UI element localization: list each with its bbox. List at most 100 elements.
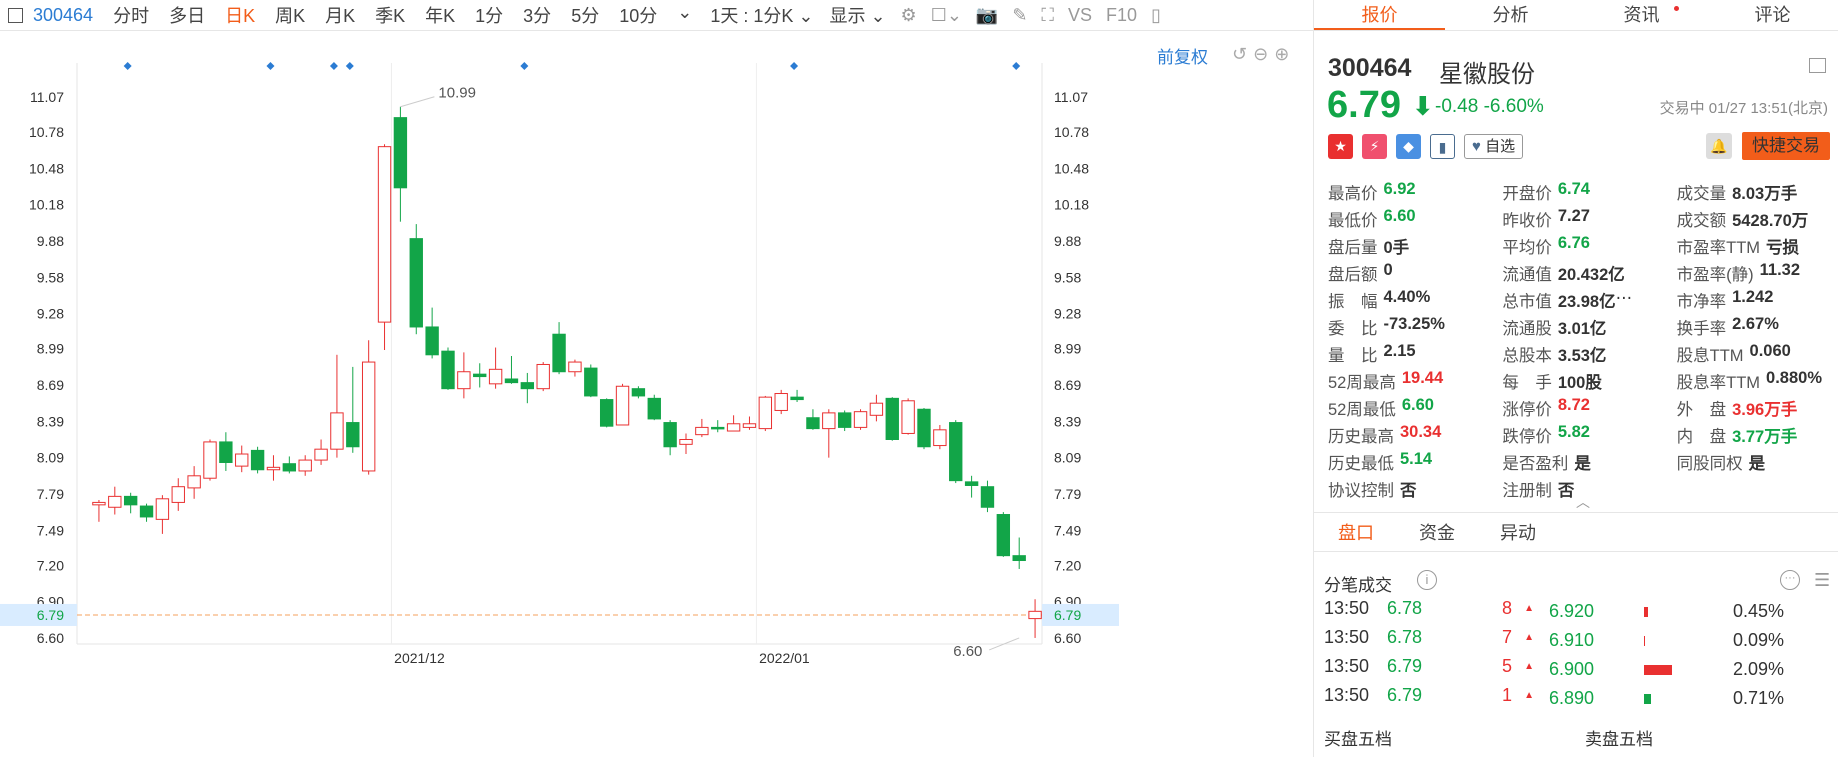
trade-row: 13:50 6.78 7 ▲ [1314,623,1544,652]
pen-icon[interactable]: ✎ [1012,4,1028,25]
quote-value: 8.03万手 [1732,184,1798,203]
vs-button[interactable]: VS [1068,4,1093,25]
menu-icon[interactable] [1809,58,1826,73]
range-select[interactable]: 1天 : 1分K ⌄ [710,6,814,26]
quote-panel: 报价 分析 资讯 评论 300464 星徽股份 6.79 ⬇ -0.48 -6.60%… [1313,0,1838,757]
tab-3[interactable]: 评论 [1707,0,1838,30]
trade-price: 6.78 [1387,598,1423,618]
restore-rights-button[interactable]: 前复权 [1157,48,1208,67]
draw-style-icon[interactable]: ☐⌄ [930,4,962,25]
period-tab[interactable]: 1分 [475,6,504,26]
trade-time: 13:50 [1324,685,1370,705]
event-marker [345,62,354,70]
display-select[interactable]: 显示 ⌄ [829,6,886,26]
depth-list: 6.920 0.45% 6.910 0.09% 6.900 2.09% 6.890 0.71% [1549,597,1834,712]
reset-icon[interactable]: ↺ [1232,44,1248,64]
tag-icon[interactable]: ◆ [1396,134,1421,159]
candle-body [869,402,884,416]
period-tab[interactable]: 年K [425,6,456,26]
quote-label: 盘后额 [1328,265,1378,284]
period-tab[interactable]: 10分 [619,6,658,26]
tab-label: 报价 [1361,5,1398,25]
price-change: -0.48 -6.60% [1435,96,1544,117]
add-watchlist-button[interactable]: ♥ 自选 [1464,134,1524,159]
tab-0[interactable]: 报价 [1314,0,1445,30]
period-tab[interactable]: 多日 [169,6,206,26]
trade-volume: 8 [1501,598,1512,618]
bookmark-icon[interactable]: ▮ [1430,134,1455,159]
candle-body [123,495,138,506]
quote-label: 总股本 [1502,346,1552,365]
y-tick-label-right: 9.58 [1054,269,1081,285]
tab-label: 评论 [1754,5,1791,25]
current-price-right: 6.79 [1054,607,1081,623]
candle-body [171,486,185,503]
up-triangle-icon: ▲ [1524,661,1534,672]
quote-cell: 内 盘 3.77万手 [1677,423,1836,447]
candle-body [393,117,408,189]
quote-label: 每 手 [1502,373,1552,392]
panel-tabs: 报价 分析 资讯 评论 [1314,0,1838,31]
tab-2[interactable]: 资讯 [1576,0,1707,30]
fullscreen-icon[interactable]: ⛶ [1041,4,1055,25]
trade-status: 交易中 01/27 13:51(北京) [1659,100,1828,117]
quote-value: 3.77万手 [1732,427,1798,446]
y-tick-label-left: 10.48 [29,160,64,176]
candle-body [108,495,122,508]
settings-icon[interactable]: ⚙ [900,4,917,25]
candle-body [1028,610,1042,620]
toolbar-stock-code[interactable]: 300464 [33,4,94,25]
f10-button[interactable]: F10 [1106,4,1138,25]
tab-1[interactable]: 分析 [1445,0,1576,30]
period-tab[interactable]: 周K [275,6,306,26]
period-tab[interactable]: 5分 [571,6,600,26]
subtab-2[interactable]: 异动 [1500,523,1536,543]
subtab-0[interactable]: 盘口 [1338,523,1374,543]
collapse-icon[interactable]: ︿ [1576,494,1590,510]
subtab-1[interactable]: 资金 [1419,523,1455,543]
period-tab[interactable]: 日K [225,6,256,26]
candle-body [679,438,693,445]
candle-body [457,371,471,390]
quote-value: 5.14 [1400,449,1433,468]
trade-price: 6.78 [1387,627,1423,647]
quick-trade-button[interactable]: 快捷交易 [1742,132,1830,160]
x-tick-label: 2021/12 [394,650,445,666]
lightning-icon[interactable]: ⚡ [1362,134,1387,159]
layout-icon[interactable]: ▯ [1151,4,1161,25]
trade-row: 13:50 6.78 8 ▲ [1314,594,1544,623]
kline-chart[interactable]: 11.07 11.07 10.78 10.78 10.48 10.48 10.18 10.18… [0,31,1313,757]
quote-cell: 市盈率TTM 亏损 [1677,234,1836,258]
candle-body [949,422,963,482]
min-leader-line [989,637,1020,651]
up-triangle-icon: ▲ [1524,603,1534,614]
depth-percent: 0.45% [1732,601,1784,621]
candle-body [980,486,995,508]
quote-label: 委 比 [1328,319,1378,338]
quote-value: 0 [1383,260,1393,279]
quote-row: 委 比 -73.25% 流通股 3.01亿 换手率 2.67% [1328,313,1836,340]
period-dropdown-icon[interactable]: ⌄ [677,2,693,22]
quote-value: 11.32 [1759,260,1801,279]
trade-time: 13:50 [1324,598,1370,618]
quote-value: 3.01亿 [1557,319,1607,338]
more-icon[interactable]: ··· [1780,570,1800,590]
bell-icon[interactable]: 🔔 [1706,133,1732,159]
quote-value: 5428.70万 [1732,211,1809,230]
zoom-in-icon[interactable]: ⊕ [1274,44,1290,64]
candle-body [187,475,201,489]
quote-cell: 总市值 23.98亿 ⋯ [1502,288,1676,312]
quote-label: 内 盘 [1676,427,1727,446]
more-dots-icon[interactable]: ⋯ [1615,288,1633,307]
depth-price: 6.900 [1549,659,1595,679]
period-tab[interactable]: 季K [375,6,406,26]
period-tab[interactable]: 月K [325,6,356,26]
stock-code: 300464 [1328,54,1412,82]
camera-icon[interactable]: 📷 [975,4,999,25]
panel-toggle-icon[interactable] [8,7,23,23]
zoom-out-icon[interactable]: ⊖ [1253,44,1269,64]
period-tab[interactable]: 3分 [523,6,552,26]
period-tab[interactable]: 分时 [113,6,150,26]
info-icon[interactable]: i [1417,570,1437,590]
list-icon[interactable]: ☰ [1814,570,1831,590]
